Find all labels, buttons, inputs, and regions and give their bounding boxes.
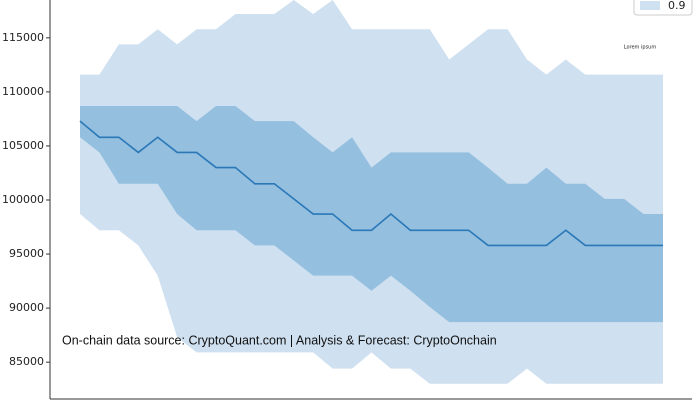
annotation: Lorem ipsum <box>624 45 657 51</box>
y-tick-label: 85000 <box>9 355 44 368</box>
legend-swatch <box>640 1 660 10</box>
y-tick-label: 100000 <box>2 193 44 206</box>
y-tick-label: 90000 <box>9 301 44 314</box>
y-tick-label: 110000 <box>2 85 44 98</box>
annotation: On-chain data source: CryptoQuant.com | … <box>62 333 497 347</box>
band-area <box>80 105 663 323</box>
legend-label: 0.9 <box>668 0 686 12</box>
y-tick-label: 115000 <box>2 31 44 44</box>
y-tick-label: 105000 <box>2 139 44 152</box>
median-line <box>79 120 663 247</box>
y-tick-label: 95000 <box>9 247 44 260</box>
